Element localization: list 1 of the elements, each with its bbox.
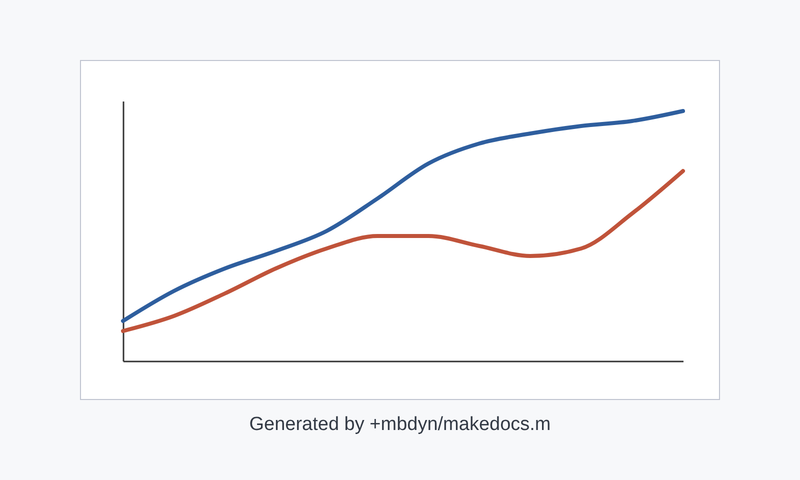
text: Generated by +mbdyn/makedocs.m [248, 414, 552, 436]
